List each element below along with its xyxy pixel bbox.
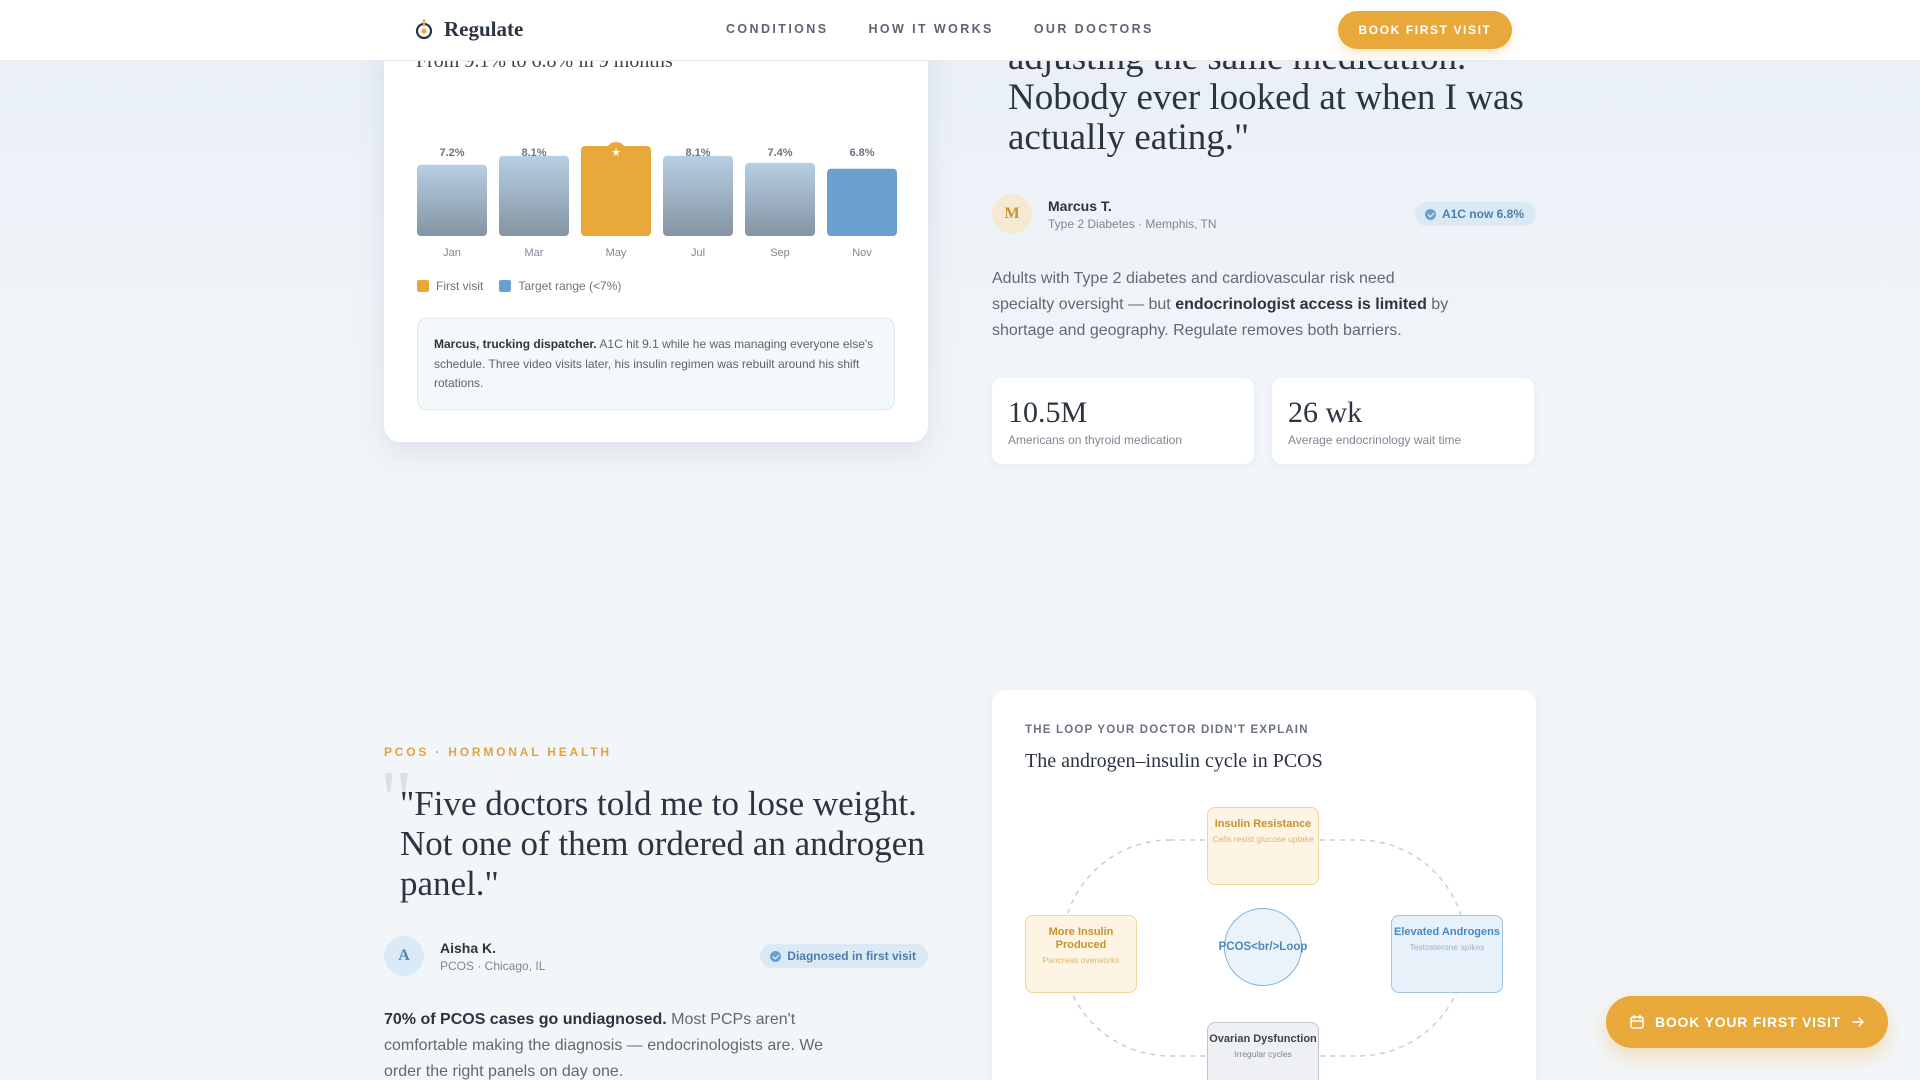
para-text-bold: endocrinologist access is limited: [1175, 296, 1427, 313]
bar-may: [581, 146, 651, 236]
stat-card-thyroid: 10.5M Americans on thyroid medication: [992, 378, 1254, 464]
star-badge-icon: [606, 142, 626, 162]
node-title: Elevated Androgens: [1394, 926, 1500, 938]
node-ovarian-dysfunction: Ovarian Dysfunction Irregular cycles: [1207, 1022, 1319, 1080]
author-name: Aisha K.: [440, 940, 497, 956]
node-sub: Irregular cycles: [1234, 1049, 1292, 1059]
bar-nov: [827, 168, 897, 236]
author-name: Marcus T.: [1048, 198, 1112, 214]
star-icon: ★: [611, 146, 621, 159]
book-your-first-visit-button[interactable]: BOOK YOUR FIRST VISIT: [1606, 996, 1888, 1048]
node-title: Insulin Resistance: [1214, 818, 1312, 830]
float-cta-label: BOOK YOUR FIRST VISIT: [1654, 1014, 1842, 1030]
bar-value-label: 8.1%: [521, 147, 546, 159]
diagram-title: The androgen–insulin cycle in PCOS: [1025, 750, 1323, 772]
para-text-bold: 70% of PCOS cases go undiagnosed.: [384, 1011, 667, 1028]
stat-card-wait-time: 26 wk Average endocrinology wait time: [1272, 378, 1534, 464]
x-tick-label: Nov: [852, 247, 872, 259]
para-text-rest: Most PCPs aren't comfortable making the …: [384, 1011, 824, 1080]
bar-jul: [663, 155, 733, 236]
bar-sep: [745, 162, 815, 236]
patient-story-box: Marcus, trucking dispatcher. A1C hit 9.1…: [417, 318, 895, 410]
legend-label-target-range: Target range (<7%): [518, 279, 622, 293]
author-row-aisha: A Aisha K. PCOS · Chicago, IL Diagnosed …: [384, 936, 928, 976]
stat-label: Average endocrinology wait time: [1288, 433, 1462, 447]
legend-swatch-first-visit: [417, 280, 429, 292]
brand-logo-icon: [415, 18, 433, 39]
node-insulin-resistance: Insulin Resistance Cells resist glucose …: [1207, 807, 1319, 885]
quote-mark-icon: ": [380, 756, 413, 844]
stat-value: 10.5M: [1008, 396, 1088, 429]
legend-item-target-range: Target range (<7%): [499, 279, 621, 293]
check-icon: [770, 950, 782, 962]
chart-legend: First visit Target range (<7%): [417, 279, 621, 293]
avatar: A: [384, 936, 424, 976]
brand-name: Regulate: [444, 17, 524, 41]
bar-value-label: 6.8%: [849, 147, 874, 159]
pcos-paragraph: 70% of PCOS cases go undiagnosed. Most P…: [384, 1007, 854, 1080]
check-icon: [1424, 208, 1436, 220]
bar-value-label: 8.1%: [685, 147, 710, 159]
a1c-chart-card: From 9.1% to 6.8% in 9 months 7.2% Jan 8.1…: [384, 30, 928, 442]
diabetes-paragraph: Adults with Type 2 diabetes and cardiova…: [992, 266, 1452, 344]
arrow-right-icon: [1852, 1017, 1864, 1027]
bar-jan: [417, 164, 487, 236]
x-tick-label: Sep: [770, 247, 790, 259]
stat-label: Americans on thyroid medication: [1008, 433, 1183, 447]
pcos-loop-diagram-card: THE LOOP YOUR DOCTOR DIDN'T EXPLAIN The …: [992, 690, 1536, 1080]
bar-value-label: 7.4%: [767, 147, 792, 159]
calendar-icon: [1630, 1014, 1644, 1029]
status-badge-label: Diagnosed in first visit: [787, 949, 916, 963]
node-title: More Insulin Produced: [1048, 926, 1114, 951]
legend-swatch-target-range: [499, 280, 512, 292]
node-sub: Pancreas overworks: [1042, 955, 1120, 965]
node-sub: Cells resist glucose uptake: [1212, 834, 1314, 844]
node-elevated-androgens: Elevated Androgens Testosterone spikes: [1391, 915, 1503, 993]
x-tick-label: Mar: [525, 247, 544, 259]
x-tick-label: Jul: [691, 247, 705, 259]
nav-link-how-it-works[interactable]: HOW IT WORKS: [868, 22, 994, 36]
bar-value-label: 7.2%: [439, 147, 464, 159]
center-loop-label: PCOS<br/>Loop: [1219, 908, 1307, 986]
node-title: Ovarian Dysfunction: [1209, 1033, 1317, 1045]
para-text-post: by shortage and geography. Regulate remo…: [992, 296, 1449, 339]
story-text: A1C hit 9.1 while he was managing everyo…: [434, 337, 874, 390]
status-badge: A1C now 6.8%: [1414, 202, 1536, 226]
legend-item-first-visit: First visit: [417, 279, 483, 293]
node-sub: Testosterone spikes: [1409, 942, 1485, 952]
status-badge: Diagnosed in first visit: [760, 944, 928, 968]
author-meta: Type 2 Diabetes · Memphis, TN: [1048, 217, 1217, 231]
para-text-pre: Adults with Type 2 diabetes and cardiova…: [992, 270, 1395, 313]
book-first-visit-button[interactable]: BOOK FIRST VISIT: [1338, 11, 1512, 49]
author-meta: PCOS · Chicago, IL: [440, 959, 546, 973]
node-more-insulin: More Insulin Produced Pancreas overworks: [1025, 915, 1137, 993]
testimonial-quote-aisha: "Five doctors told me to lose weight. No…: [400, 784, 925, 903]
stat-value: 26 wk: [1288, 396, 1363, 429]
avatar: M: [992, 194, 1032, 234]
pcos-eyebrow: PCOS · HORMONAL HEALTH: [384, 745, 612, 759]
status-badge-label: A1C now 6.8%: [1441, 207, 1524, 221]
nav-link-conditions[interactable]: CONDITIONS: [726, 22, 829, 36]
bar-mar: [499, 155, 569, 236]
nav-link-our-doctors[interactable]: OUR DOCTORS: [1033, 22, 1154, 36]
legend-label-first-visit: First visit: [436, 279, 484, 293]
diagram-eyebrow: THE LOOP YOUR DOCTOR DIDN'T EXPLAIN: [1025, 724, 1309, 736]
x-tick-label: Jan: [443, 247, 461, 259]
a1c-bar-chart: 7.2% Jan 8.1% Mar ★ May 8.1% Jul 7.4% Sep 6.8% Nov: [417, 142, 897, 259]
x-tick-label: May: [606, 247, 627, 259]
author-row-marcus: M Marcus T. Type 2 Diabetes · Memphis, T…: [992, 194, 1536, 234]
top-nav: Regulate CONDITIONS HOW IT WORKS OUR DOC…: [0, 0, 1920, 61]
brand[interactable]: Regulate: [414, 17, 523, 42]
story-lead: Marcus, trucking dispatcher.: [434, 337, 597, 351]
nav-links: CONDITIONS HOW IT WORKS OUR DOCTORS: [726, 22, 1154, 36]
